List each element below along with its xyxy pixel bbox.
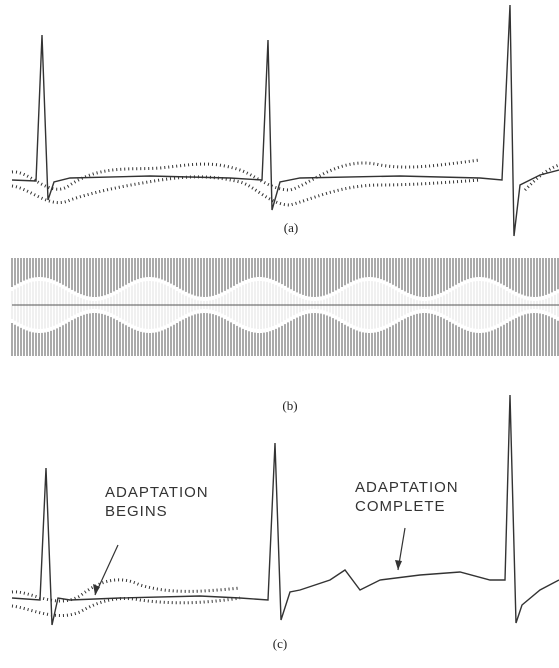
annotation: ADAPTATION xyxy=(355,479,459,496)
panel-label: (a) xyxy=(284,220,298,235)
panel-b-trace xyxy=(12,258,559,356)
annotation: COMPLETE xyxy=(355,498,446,515)
panel-label: (b) xyxy=(282,398,297,413)
figure: (a) (b) ADAPTATION BEGINS ADAPTATION COM… xyxy=(0,0,559,668)
panel-c-trace xyxy=(12,395,559,625)
panel-label: (c) xyxy=(273,636,287,651)
panel-a-trace xyxy=(12,5,559,236)
annotation: ADAPTATION xyxy=(105,484,209,501)
annotation: BEGINS xyxy=(105,503,168,520)
